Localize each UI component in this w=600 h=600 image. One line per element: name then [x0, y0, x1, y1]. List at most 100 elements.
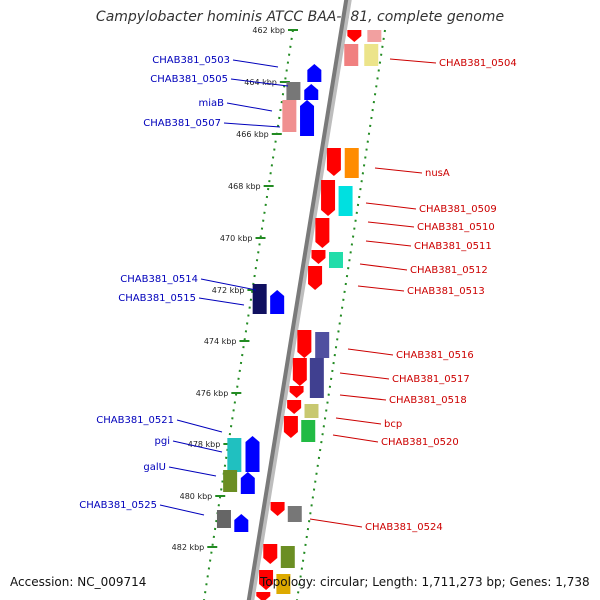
forward-gene-glyph[interactable]: [270, 290, 285, 314]
reverse-gene-leader: [359, 263, 408, 271]
reverse-gene-label[interactable]: CHAB381_0509: [419, 204, 497, 215]
reverse-gene-glyph[interactable]: [311, 250, 326, 264]
reverse-gene-label[interactable]: CHAB381_0511: [414, 241, 492, 252]
reverse-gene-leader: [335, 417, 382, 425]
kbp-tick-label: 476 kbp: [196, 389, 229, 398]
reverse-gene-glyph[interactable]: [297, 330, 312, 358]
reverse-gene-glyph[interactable]: [256, 592, 271, 600]
forward-gene-glyph[interactable]: [216, 510, 231, 528]
map-title: Campylobacter hominis ATCC BAA-381, comp…: [95, 9, 505, 25]
reverse-gene-glyph[interactable]: [367, 30, 382, 42]
ruler-right: [296, 29, 386, 600]
reverse-gene-leader: [339, 372, 390, 380]
forward-gene-label[interactable]: CHAB381_0521: [96, 415, 174, 426]
reverse-gene-label[interactable]: CHAB381_0516: [396, 350, 474, 361]
reverse-gene-glyph[interactable]: [364, 44, 379, 66]
reverse-gene-leader: [367, 221, 415, 228]
forward-gene-label[interactable]: galU: [143, 462, 166, 473]
forward-gene-leader: [172, 440, 223, 453]
forward-gene-glyph[interactable]: [223, 470, 238, 492]
reverse-gene-glyph[interactable]: [287, 506, 302, 522]
reverse-gene-glyph[interactable]: [344, 44, 359, 66]
reverse-gene-label[interactable]: nusA: [425, 168, 450, 179]
reverse-gene-leader: [357, 285, 405, 292]
reverse-gene-glyph[interactable]: [283, 416, 298, 438]
forward-gene-leader: [200, 278, 257, 291]
kbp-tick-label: 478 kbp: [188, 440, 221, 449]
reverse-gene-label[interactable]: bcp: [384, 419, 402, 430]
forward-gene-leader: [159, 504, 205, 516]
genome-summary-text: Topology: circular; Length: 1,711,273 bp…: [260, 575, 590, 589]
kbp-tick-label: 482 kbp: [172, 543, 205, 552]
forward-gene-glyph[interactable]: [245, 436, 260, 472]
forward-gene-glyph[interactable]: [227, 438, 242, 472]
reverse-gene-label[interactable]: CHAB381_0524: [365, 522, 443, 533]
reverse-gene-glyph[interactable]: [344, 148, 359, 178]
reverse-gene-glyph[interactable]: [276, 574, 291, 594]
forward-gene-glyph[interactable]: [304, 84, 319, 100]
forward-gene-glyph[interactable]: [307, 64, 322, 82]
kbp-tick-label: 474 kbp: [204, 337, 237, 346]
forward-gene-glyph[interactable]: [234, 514, 249, 532]
kbp-tick-label: 462 kbp: [252, 26, 285, 35]
forward-gene-leader: [176, 419, 223, 433]
forward-gene-glyph[interactable]: [240, 472, 255, 494]
forward-gene-glyph[interactable]: [286, 82, 301, 100]
forward-gene-leader: [226, 102, 273, 112]
reverse-gene-label[interactable]: CHAB381_0520: [381, 437, 459, 448]
reverse-gene-glyph[interactable]: [315, 218, 330, 248]
reverse-gene-glyph[interactable]: [308, 266, 323, 290]
reverse-gene-label[interactable]: CHAB381_0518: [389, 395, 467, 406]
forward-gene-label[interactable]: CHAB381_0505: [150, 74, 228, 85]
reverse-gene-glyph[interactable]: [315, 332, 330, 358]
forward-gene-label[interactable]: CHAB381_0503: [152, 55, 230, 66]
reverse-gene-label[interactable]: CHAB381_0510: [417, 222, 495, 233]
reverse-gene-label[interactable]: CHAB381_0513: [407, 286, 485, 297]
forward-gene-leader: [168, 466, 217, 477]
forward-gene-leader: [230, 78, 289, 87]
reverse-gene-leader: [389, 58, 437, 64]
reverse-gene-glyph[interactable]: [328, 252, 343, 268]
reverse-gene-leader: [365, 202, 417, 210]
reverse-gene-glyph[interactable]: [304, 404, 319, 418]
reverse-gene-glyph[interactable]: [347, 30, 362, 42]
forward-gene-glyph[interactable]: [252, 284, 267, 314]
reverse-gene-label[interactable]: CHAB381_0517: [392, 374, 470, 385]
forward-gene-label[interactable]: miaB: [198, 98, 224, 109]
kbp-tick-label: 470 kbp: [220, 234, 253, 243]
reverse-gene-glyph[interactable]: [270, 502, 285, 516]
reverse-gene-label[interactable]: CHAB381_0504: [439, 58, 517, 69]
forward-gene-label[interactable]: CHAB381_0525: [79, 500, 157, 511]
reverse-gene-glyph[interactable]: [280, 546, 295, 568]
forward-gene-glyph[interactable]: [282, 100, 297, 132]
forward-gene-label[interactable]: CHAB381_0514: [120, 274, 198, 285]
reverse-gene-leader: [347, 348, 394, 356]
reverse-gene-glyph[interactable]: [309, 358, 324, 398]
forward-gene-glyph[interactable]: [300, 100, 315, 136]
reverse-gene-leader: [365, 240, 412, 247]
reverse-gene-label[interactable]: CHAB381_0512: [410, 265, 488, 276]
reverse-gene-glyph[interactable]: [301, 420, 316, 442]
reverse-gene-glyph[interactable]: [338, 186, 353, 216]
accession-text: Accession: NC_009714: [10, 575, 147, 589]
forward-gene-label[interactable]: pgi: [155, 436, 170, 447]
reverse-gene-glyph[interactable]: [326, 148, 341, 176]
forward-gene-leader: [198, 297, 245, 306]
reverse-gene-glyph[interactable]: [259, 570, 274, 590]
forward-gene-leader: [223, 122, 281, 128]
reverse-gene-glyph[interactable]: [292, 358, 307, 386]
reverse-gene-glyph[interactable]: [263, 544, 278, 564]
reverse-gene-leader: [309, 518, 363, 528]
forward-gene-label[interactable]: CHAB381_0515: [118, 293, 196, 304]
reverse-gene-glyph[interactable]: [289, 386, 304, 398]
kbp-tick-label: 466 kbp: [236, 130, 269, 139]
forward-gene-leader: [232, 59, 279, 68]
reverse-gene-leader: [374, 167, 423, 174]
kbp-tick-label: 480 kbp: [180, 492, 213, 501]
reverse-gene-glyph[interactable]: [287, 400, 302, 414]
kbp-tick-label: 472 kbp: [212, 286, 245, 295]
reverse-gene-glyph[interactable]: [321, 180, 336, 216]
kbp-tick-label: 468 kbp: [228, 182, 261, 191]
forward-gene-label[interactable]: CHAB381_0507: [143, 118, 221, 129]
